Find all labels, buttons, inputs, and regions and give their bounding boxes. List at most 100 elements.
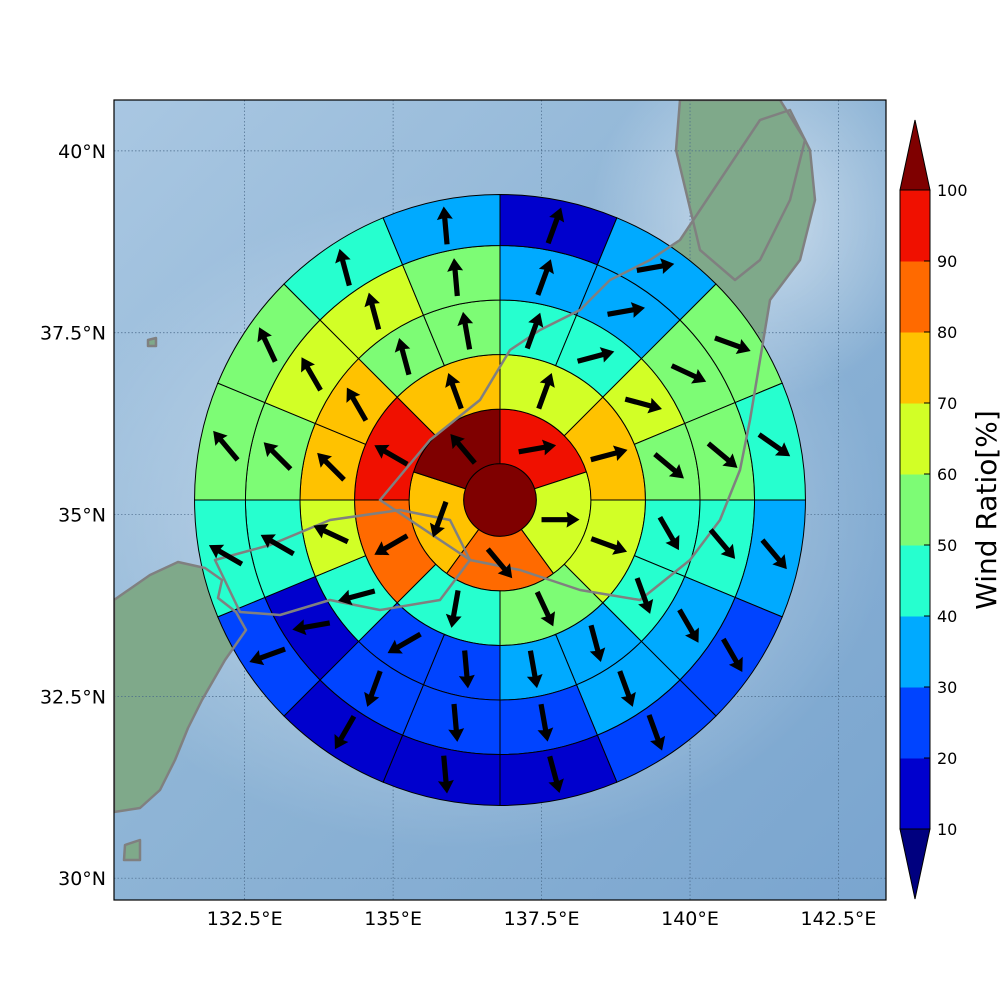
- coastline-overlay: [114, 100, 817, 862]
- wind-arrow: [394, 338, 412, 376]
- wind-arrow: [208, 544, 244, 567]
- wind-arrow: [535, 259, 554, 296]
- wind-arrow: [634, 577, 654, 614]
- wind-arrow: [313, 523, 349, 545]
- wind-arrow: [607, 302, 645, 318]
- wind-arrow: [714, 335, 751, 355]
- longitude-tick-label: 142.5°E: [801, 908, 877, 930]
- landmass-kyushu: [114, 562, 246, 812]
- colorbar-label: Wind Ratio[%]: [970, 410, 1000, 610]
- colorbar-tick-label: 80: [937, 323, 957, 342]
- wind-arrow: [646, 714, 666, 751]
- colorbar-tick-label: 30: [937, 678, 957, 697]
- wind-arrow: [677, 608, 699, 643]
- colorbar-tick-label: 40: [937, 607, 957, 626]
- wind-arrow: [721, 637, 743, 673]
- wind-arrow: [524, 312, 544, 350]
- latitude-tick-label: 37.5°N: [40, 323, 106, 345]
- colorbar-tick-label: 10: [937, 820, 957, 839]
- wind-arrow: [301, 357, 323, 392]
- coastline: [674, 100, 807, 282]
- wind-arrow: [624, 396, 662, 414]
- wind-sector: [382, 194, 501, 266]
- colorbar-tick-label: 90: [937, 252, 957, 271]
- colorbar-tick-label: 60: [937, 465, 957, 484]
- colorbar-segment: [900, 332, 930, 404]
- colorbar-segment: [900, 190, 930, 262]
- wind-arrow: [534, 590, 556, 627]
- wind-arrow: [364, 670, 383, 707]
- wind-arrow: [364, 292, 382, 331]
- wind-arrow: [458, 650, 475, 689]
- wind-arrow: [292, 619, 331, 636]
- wind-arrow: [374, 444, 409, 467]
- wind-arrow: [757, 432, 791, 457]
- longitude-tick-label: 132.5°E: [207, 908, 283, 930]
- wind-ratio-sectors: [194, 194, 806, 806]
- wind-arrow: [657, 515, 680, 551]
- wind-arrow: [448, 703, 465, 742]
- colorbar-over-extension: [899, 119, 931, 191]
- wind-arrow: [260, 534, 295, 557]
- colorbar-segment: [900, 545, 930, 617]
- wind-arrow: [518, 439, 557, 456]
- colorbar-segment: [900, 687, 930, 759]
- longitude-tick-label: 140°E: [661, 908, 719, 930]
- wind-arrow: [213, 430, 240, 462]
- map-panel: 40°N 37.5°N 35°N 32.5°N 30°N 132.5°E 135°E 137…: [40, 99, 887, 930]
- colorbar-segment: [900, 758, 930, 830]
- wind-arrow: [547, 755, 564, 793]
- wind-arrow: [447, 258, 464, 297]
- wind-arrow: [334, 715, 357, 750]
- latitude-tick-label: 32.5°N: [40, 686, 106, 708]
- coastline: [213, 508, 472, 617]
- wind-arrow: [588, 624, 606, 662]
- wind-arrow: [617, 670, 636, 707]
- landmass-honshu-north: [676, 100, 805, 280]
- wind-arrow: [317, 452, 346, 482]
- colorbar-segment: [900, 616, 930, 688]
- colorbar-tick-label: 20: [937, 749, 957, 768]
- latitude-tick-labels: 40°N 37.5°N 35°N 32.5°N 30°N: [40, 141, 106, 890]
- coastline: [146, 336, 158, 348]
- wind-arrow: [429, 500, 449, 538]
- wind-arrow: [590, 445, 628, 463]
- wind-arrow: [257, 327, 278, 363]
- colorbar-outline: [899, 189, 931, 830]
- longitude-tick-label: 135°E: [364, 908, 422, 930]
- wind-arrow: [545, 207, 565, 245]
- latitude-tick-label: 35°N: [58, 505, 106, 527]
- wind-arrow: [445, 372, 464, 410]
- colorbar-tick-label: 50: [937, 536, 957, 555]
- wind-arrow: [526, 650, 543, 689]
- map-frame: [113, 99, 887, 901]
- wind-arrow: [437, 755, 454, 794]
- coastline: [114, 560, 248, 814]
- colorbar-segment: [900, 403, 930, 475]
- wind-arrow: [263, 442, 293, 471]
- wind-arrow: [541, 511, 580, 528]
- wind-arrow: [450, 433, 477, 465]
- wind-arrow: [536, 372, 555, 410]
- colorbar-segment: [900, 474, 930, 546]
- wind-arrow: [485, 547, 513, 579]
- wind-arrow: [653, 452, 684, 479]
- wind-arrow: [670, 363, 707, 384]
- wind-arrow: [374, 533, 409, 556]
- wind-arrow: [436, 206, 453, 245]
- colorbar-tick-label: 100: [937, 181, 968, 200]
- wind-arrows: [208, 206, 791, 794]
- wind-arrow: [346, 387, 369, 422]
- wind-arrow: [636, 258, 675, 275]
- colorbar-tick-label: 70: [937, 394, 957, 413]
- wind-arrow: [537, 703, 554, 742]
- wind-arrow: [760, 538, 787, 570]
- wind-arrow: [457, 311, 474, 350]
- wind-arrow: [249, 646, 286, 666]
- wind-arrow: [576, 347, 615, 364]
- coastline: [122, 838, 142, 862]
- wind-arrow: [706, 441, 738, 468]
- latitude-tick-label: 40°N: [58, 141, 106, 163]
- colorbar: 10 20 30 40 50 60 70 80 90 100: [899, 119, 968, 900]
